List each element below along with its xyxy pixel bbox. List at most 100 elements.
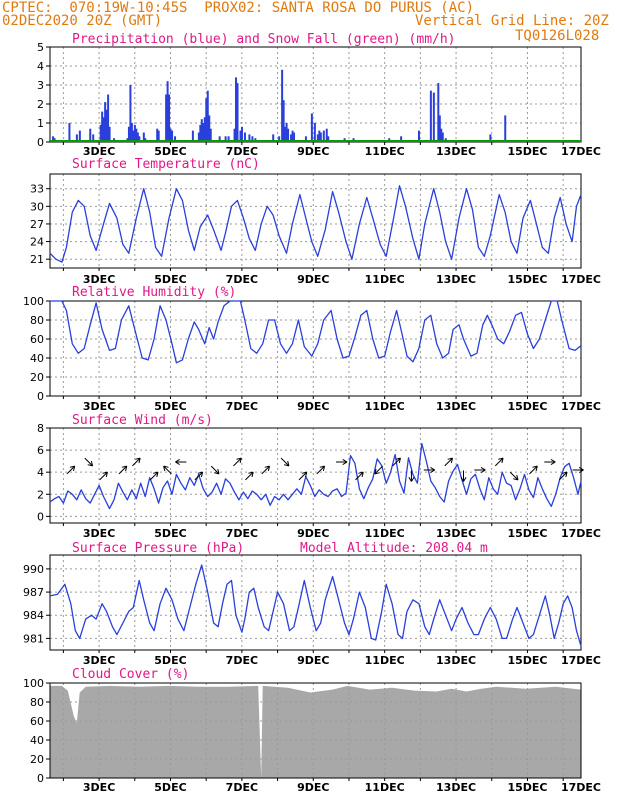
x-tick-label: 13DEC xyxy=(436,527,476,540)
series-line xyxy=(50,300,582,364)
x-tick-label: 3DEC xyxy=(83,781,115,794)
wind-vector xyxy=(66,465,76,475)
precip-bar xyxy=(243,132,246,142)
x-tick-label: 17DEC xyxy=(561,654,601,667)
wind-vector-head xyxy=(135,457,141,464)
series-line xyxy=(49,185,582,263)
panel-4 xyxy=(46,554,582,653)
y-tick-label: 984 xyxy=(23,609,44,622)
wind-vector-head xyxy=(374,468,380,475)
header-code: TQ0126L028 xyxy=(515,28,600,44)
precip-bar xyxy=(168,94,171,142)
wind-vector-head xyxy=(460,476,467,482)
panel-title: Surface Temperature (nC) xyxy=(72,157,260,172)
x-tick-label: 9DEC xyxy=(297,400,329,413)
y-tick-label: 981 xyxy=(23,632,44,645)
precip-bar xyxy=(293,132,296,142)
header-grid-note: Vertical Grid Line: 20Z xyxy=(415,13,609,29)
precip-bar xyxy=(130,123,133,142)
wind-vector-head xyxy=(153,471,159,478)
precip-bar xyxy=(233,128,236,142)
precip-bar xyxy=(272,134,275,142)
y-tick-label: 40 xyxy=(30,734,44,747)
y-tick-label: 3 xyxy=(37,79,44,92)
x-tick-label: 5DEC xyxy=(154,400,186,413)
x-tick-label: 13DEC xyxy=(436,654,476,667)
wind-vector xyxy=(132,457,141,467)
series-line xyxy=(49,564,582,647)
wind-vector xyxy=(444,457,453,467)
x-tick-label: 11DEC xyxy=(365,527,405,540)
wind-vector-head xyxy=(408,476,415,482)
panel-title: Surface Wind (m/s) xyxy=(72,413,213,428)
x-tick-label: 7DEC xyxy=(226,273,258,286)
wind-vector-head xyxy=(175,458,180,466)
header-station: CPTEC: 070:19W-10:45S PROX02: SANTA ROSA… xyxy=(2,0,475,16)
wind-vector-head xyxy=(498,457,504,464)
wind-vector-head xyxy=(87,460,94,467)
x-tick-label: 5DEC xyxy=(154,145,186,158)
precip-bar xyxy=(239,130,242,142)
precip-bar xyxy=(236,83,239,142)
wind-vector-head xyxy=(301,471,308,478)
y-tick-label: 60 xyxy=(30,333,44,346)
wind-vector xyxy=(261,465,270,475)
x-tick-label: 13DEC xyxy=(436,400,476,413)
wind-vector-head xyxy=(248,471,254,478)
wind-vector xyxy=(194,471,203,481)
precip-bar xyxy=(102,117,105,142)
precip-bar xyxy=(208,115,211,142)
panel-5 xyxy=(46,682,582,781)
wind-vector-head xyxy=(283,460,290,467)
y-tick-label: 80 xyxy=(30,696,44,709)
y-tick-label: 4 xyxy=(37,60,44,73)
precip-bar xyxy=(107,94,110,142)
wind-vector xyxy=(355,471,364,481)
precip-bar xyxy=(209,128,212,142)
precip-bar xyxy=(440,128,443,142)
x-tick-label: 11DEC xyxy=(365,654,405,667)
precip-bar xyxy=(171,130,174,142)
y-tick-label: 0 xyxy=(37,772,44,785)
precip-bar xyxy=(75,134,78,142)
panel-3 xyxy=(46,427,584,526)
series-line xyxy=(49,442,582,510)
wind-vector-head xyxy=(69,465,76,472)
x-tick-label: 13DEC xyxy=(436,273,476,286)
x-tick-label: 9DEC xyxy=(297,527,329,540)
x-tick-label: 7DEC xyxy=(226,145,258,158)
precip-bar xyxy=(68,123,71,142)
precip-bar xyxy=(202,123,205,142)
precip-bar xyxy=(400,136,403,142)
wind-vector xyxy=(558,471,568,481)
wind-vector-head xyxy=(430,466,436,474)
wind-vector-head xyxy=(447,457,453,464)
precip-bar xyxy=(197,132,200,142)
precip-bar xyxy=(318,130,321,142)
precip-bar xyxy=(429,90,432,142)
x-tick-label: 7DEC xyxy=(226,400,258,413)
precip-bar xyxy=(278,136,281,142)
precip-bar xyxy=(251,136,254,142)
wind-vector xyxy=(316,465,325,475)
precip-bar xyxy=(127,126,130,142)
panel-title: Surface Pressure (hPa) xyxy=(72,541,244,556)
y-tick-label: 2 xyxy=(37,488,44,501)
precip-bar xyxy=(284,126,287,142)
precip-bar xyxy=(281,69,284,142)
wind-vector-head xyxy=(121,465,128,472)
precip-bar xyxy=(99,124,102,142)
precip-bar xyxy=(240,126,243,142)
precip-bar xyxy=(304,136,307,142)
y-tick-label: 100 xyxy=(23,295,44,308)
y-tick-label: 24 xyxy=(30,236,44,249)
precip-bar xyxy=(441,132,444,142)
precip-bar xyxy=(92,134,95,142)
model-altitude-label: Model Altitude: 208.04 m xyxy=(300,541,488,556)
x-tick-label: 7DEC xyxy=(226,527,258,540)
y-tick-label: 100 xyxy=(23,677,44,690)
y-tick-label: 30 xyxy=(30,200,44,213)
precip-bar xyxy=(224,136,227,142)
y-tick-label: 1 xyxy=(37,117,44,130)
precip-bar xyxy=(169,128,172,142)
